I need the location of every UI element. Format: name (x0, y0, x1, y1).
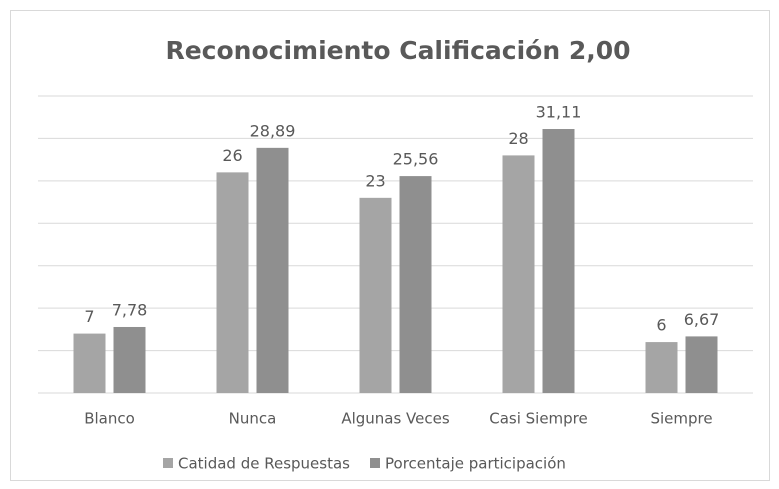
bar (359, 197, 392, 393)
bar (73, 333, 106, 393)
bar (685, 336, 718, 393)
data-label: 31,11 (536, 103, 582, 122)
data-label: 6,67 (684, 310, 720, 329)
data-label: 28 (508, 129, 528, 148)
data-label: 28,89 (250, 121, 296, 140)
legend-label: Catidad de Respuestas (178, 455, 350, 473)
legend-swatch (370, 458, 380, 468)
bar (113, 326, 146, 393)
x-tick-label: Algunas Veces (341, 410, 450, 428)
x-tick-label: Nunca (229, 410, 277, 428)
data-label: 6 (656, 316, 666, 335)
bar (645, 342, 678, 393)
bar (256, 147, 289, 393)
data-label: 23 (365, 171, 385, 190)
chart-title: Reconocimiento Calificación 2,00 (165, 36, 630, 65)
legend-swatch (163, 458, 173, 468)
x-tick-label: Siempre (650, 410, 712, 428)
bar (399, 176, 432, 393)
bar (542, 129, 575, 393)
bar (502, 155, 535, 393)
data-label: 7 (84, 307, 94, 326)
x-tick-label: Blanco (84, 410, 135, 428)
data-label: 26 (222, 146, 242, 165)
data-label: 7,78 (112, 300, 148, 319)
x-tick-label: Casi Siempre (489, 410, 588, 428)
bar (216, 172, 249, 393)
data-label: 25,56 (393, 150, 439, 169)
legend-label: Porcentaje participación (385, 455, 566, 473)
